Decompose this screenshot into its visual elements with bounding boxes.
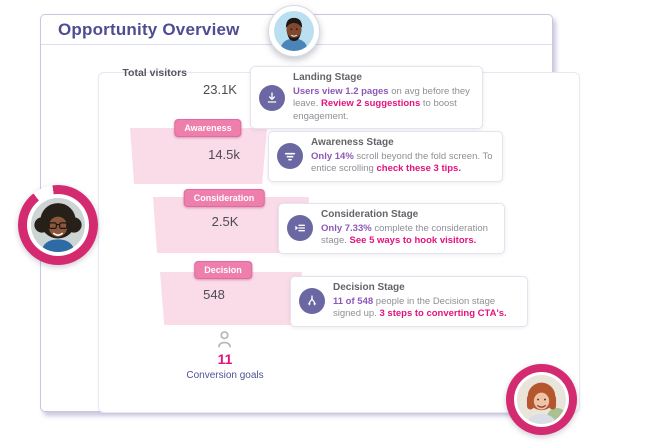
- woman-afro-avatar[interactable]: [18, 185, 98, 265]
- card-title: Decision Stage: [333, 282, 405, 293]
- woman-afro-avatar-photo: [31, 198, 85, 252]
- split-arrow-icon: [299, 288, 325, 315]
- card-highlight: Only 14%: [311, 150, 354, 162]
- card-text: scroll beyond the fold screen. To entice…: [311, 150, 493, 175]
- page-title: Opportunity Overview: [58, 19, 240, 39]
- card-body: Users view 1.2 pages on avg before they …: [293, 86, 474, 124]
- card-highlight: Only 7.33%: [321, 222, 372, 234]
- woman-redhead-avatar-photo: [517, 375, 566, 424]
- badge-consideration: Consideration: [183, 189, 265, 207]
- card-title: Awareness Stage: [311, 137, 394, 148]
- card-text: on avg before they leave.: [293, 85, 470, 110]
- card-text: complete the consideration stage.: [321, 222, 488, 247]
- funnel-band-decision: [160, 272, 302, 325]
- decision-stage-card: Decision Stage 11 of 548 people in the D…: [290, 276, 528, 327]
- card-highlight: 11 of 548: [333, 295, 374, 307]
- card-body: Only 7.33% complete the consideration st…: [321, 223, 496, 248]
- funnel-band-awareness: [130, 128, 267, 184]
- woman-redhead-avatar[interactable]: [506, 364, 577, 435]
- card-body: Only 14% scroll beyond the fold screen. …: [311, 151, 494, 176]
- awareness-value: 14.5k: [208, 147, 240, 162]
- total-visitors-label: Total visitors: [122, 67, 187, 79]
- scroll-depth-icon: [277, 143, 303, 170]
- person-icon: [218, 331, 231, 348]
- badge-decision: Decision: [194, 261, 252, 279]
- card-title: Landing Stage: [293, 72, 362, 83]
- card-title: Consideration Stage: [321, 209, 419, 220]
- card-highlight: Users view 1.2 pages: [293, 85, 389, 97]
- badge-awareness: Awareness: [174, 119, 242, 137]
- tips-link[interactable]: check these 3 tips.: [376, 163, 461, 174]
- card-text-tail: to boost engagement.: [293, 98, 457, 122]
- card-body: 11 of 548 people in the Decision stage s…: [333, 296, 519, 321]
- conversion-goals-value: 11: [217, 351, 233, 367]
- consideration-stage-card: Consideration Stage Only 7.33% complete …: [278, 203, 505, 254]
- consideration-value: 2.5K: [211, 214, 239, 229]
- man-avatar[interactable]: [268, 5, 320, 57]
- hook-visitors-link[interactable]: See 5 ways to hook visitors.: [349, 235, 477, 246]
- converting-cta-link[interactable]: 3 steps to converting CTA's.: [379, 308, 507, 319]
- suggestions-link[interactable]: Review 2 suggestions: [321, 98, 421, 109]
- awareness-stage-card: Awareness Stage Only 14% scroll beyond t…: [268, 131, 503, 182]
- landing-stage-card: Landing Stage Users view 1.2 pages on av…: [250, 66, 483, 129]
- total-visitors-value: 23.1K: [203, 82, 237, 97]
- decision-value: 548: [203, 287, 225, 302]
- conversion-goals-label: Conversion goals: [186, 370, 264, 381]
- download-icon: [259, 84, 285, 111]
- card-text: people in the Decision stage signed up.: [333, 295, 496, 320]
- checklist-icon: [287, 215, 313, 242]
- man-avatar-photo: [274, 11, 314, 51]
